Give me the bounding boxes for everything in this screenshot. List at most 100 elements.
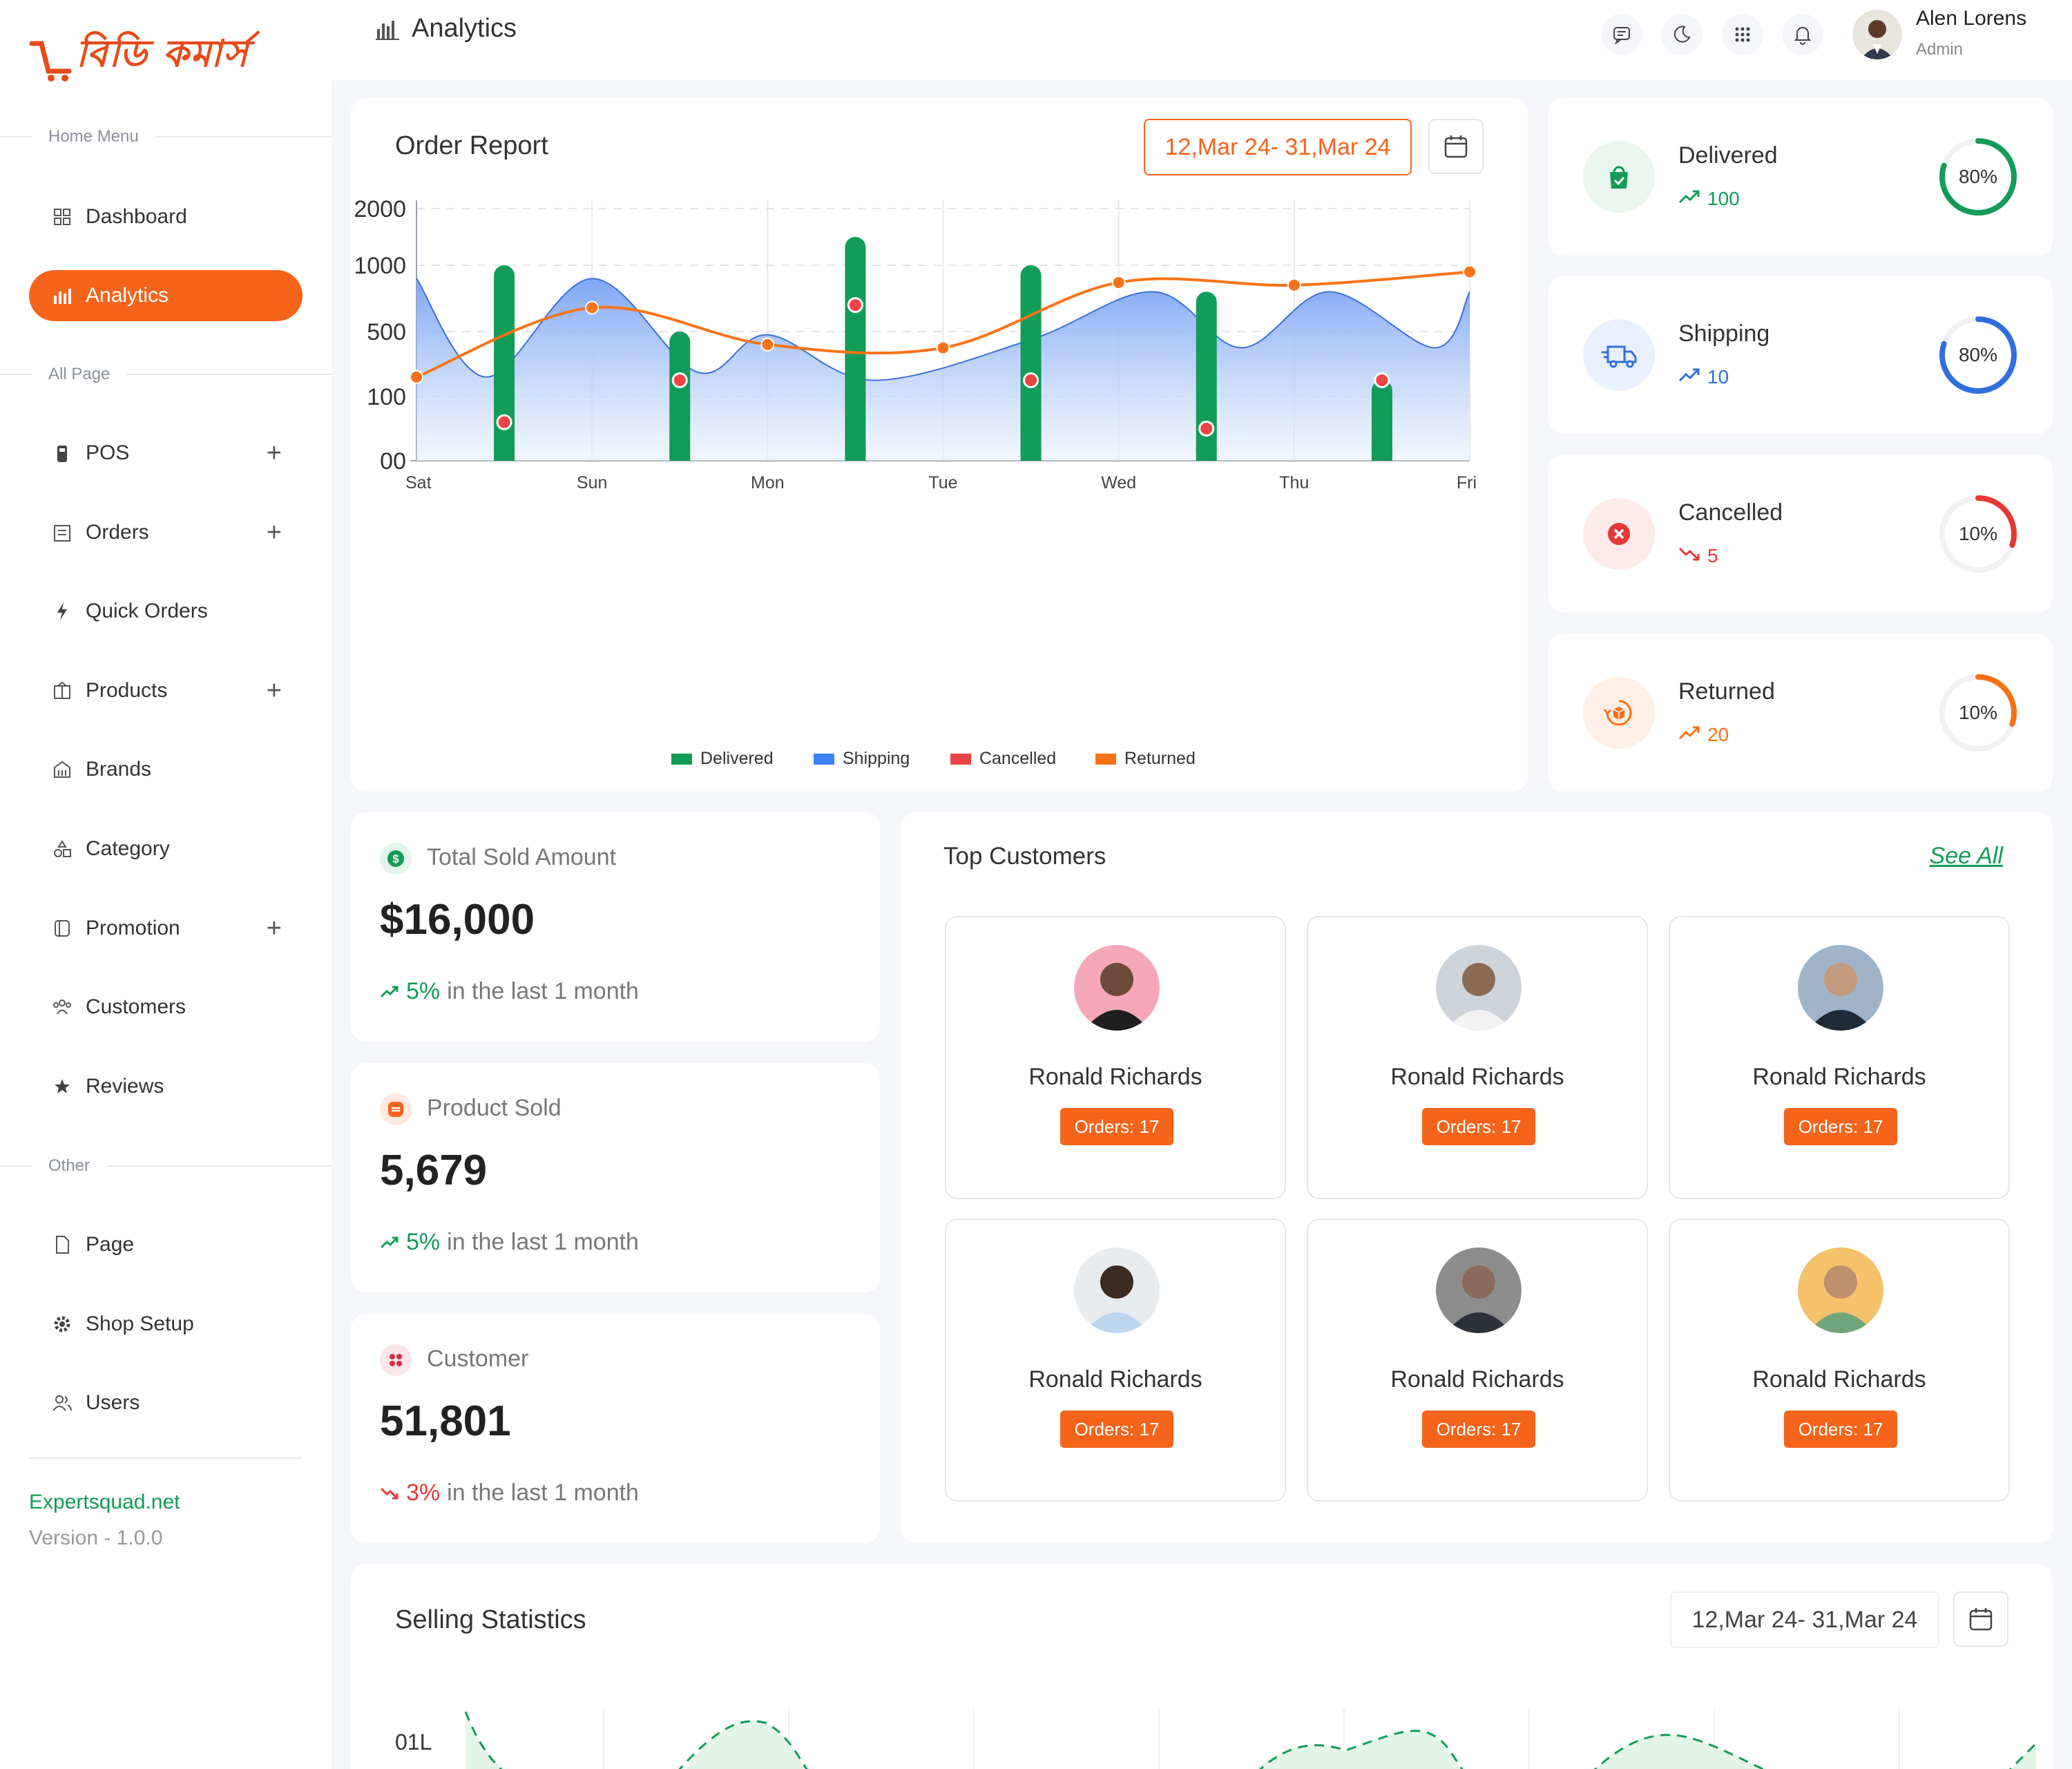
- selling-date-range-button[interactable]: 12,Mar 24- 31,Mar 24: [1670, 1591, 1939, 1648]
- kpi-product-sold: Product Sold 5,679 5% in the last 1 mont…: [351, 1063, 880, 1292]
- footer-site-link[interactable]: Expertsquad.net: [29, 1491, 180, 1513]
- customer-card[interactable]: Ronald Richards Orders: 17: [1669, 916, 2010, 1199]
- see-all-link[interactable]: See All: [1929, 843, 2003, 869]
- x-tick-label: Thu: [1279, 473, 1309, 493]
- legend-label: Delivered: [700, 749, 774, 768]
- delivered-bar: [1196, 291, 1217, 461]
- selling-y-tick: 01L: [395, 1730, 432, 1754]
- customer-card[interactable]: Ronald Richards Orders: 17: [945, 916, 1286, 1199]
- trend-up-icon: [380, 1236, 399, 1248]
- sidebar-item-customers[interactable]: Customers: [29, 982, 303, 1033]
- stat-name: Returned: [1678, 678, 1775, 705]
- expand-icon[interactable]: +: [266, 517, 282, 547]
- cancelled-point: [671, 372, 688, 388]
- customer-card[interactable]: Ronald Richards Orders: 17: [1669, 1218, 2010, 1502]
- user-name: Alen Lorens: [1916, 7, 2027, 30]
- sidebar-item-label: Reviews: [86, 1075, 164, 1098]
- avatar[interactable]: [1852, 10, 1902, 59]
- date-range-button[interactable]: 12,Mar 24- 31,Mar 24: [1144, 119, 1412, 175]
- expand-icon[interactable]: +: [266, 676, 282, 705]
- kpi-trend: 5% in the last 1 month: [380, 978, 639, 1005]
- x-tick-label: Sat: [405, 473, 432, 493]
- x-tick-label: Fri: [1457, 473, 1477, 493]
- sidebar-item-label: Products: [86, 679, 168, 702]
- customer-name: Ronald Richards: [1752, 1366, 1926, 1393]
- stat-percent: 80%: [1958, 344, 1998, 365]
- sidebar-item-users[interactable]: Users: [29, 1377, 303, 1428]
- sidebar-item-label: Brands: [86, 758, 152, 781]
- message-icon[interactable]: [1601, 14, 1642, 55]
- divider: [29, 1457, 303, 1459]
- y-tick-label: 100: [367, 384, 406, 410]
- selling-calendar-button[interactable]: [1953, 1591, 2008, 1647]
- x-tick-label: Tue: [928, 473, 957, 493]
- sidebar-item-orders[interactable]: Orders +: [29, 507, 303, 558]
- page-icon: [50, 1232, 75, 1257]
- kpi-label: Product Sold: [427, 1095, 562, 1121]
- analytics-icon: [376, 20, 399, 40]
- gear-icon: [50, 1312, 75, 1337]
- sidebar-item-reviews[interactable]: Reviews: [29, 1061, 303, 1112]
- kpi-customer: Customer 51,801 3% in the last 1 month: [351, 1314, 880, 1543]
- orders-icon: [50, 520, 75, 545]
- cart-logo-icon: [29, 41, 72, 82]
- bell-icon[interactable]: [1782, 14, 1823, 55]
- expand-icon[interactable]: +: [266, 913, 282, 943]
- sidebar-item-label: Category: [86, 837, 170, 860]
- section-label: All Page: [48, 365, 111, 383]
- trend-down-icon: [1678, 545, 1700, 567]
- customer-card[interactable]: Ronald Richards Orders: 17: [1307, 1218, 1648, 1502]
- legend-shipping: Shipping: [814, 749, 910, 769]
- kpi-change: 3%: [406, 1480, 441, 1506]
- sidebar-item-brands[interactable]: Brands: [29, 744, 303, 795]
- expand-icon[interactable]: +: [266, 438, 282, 468]
- selling-statistics-title: Selling Statistics: [395, 1605, 586, 1634]
- customer-avatar: [1436, 1247, 1522, 1333]
- close-circle-icon: [1583, 498, 1655, 570]
- legend-label: Returned: [1124, 749, 1196, 768]
- trend-up-icon: [380, 986, 399, 997]
- order-report-title: Order Report: [395, 131, 548, 160]
- calendar-button[interactable]: [1428, 119, 1484, 174]
- logo-text: বিডি কমার্স: [76, 31, 249, 75]
- sidebar-item-pos[interactable]: POS +: [29, 428, 303, 479]
- x-tick-label: Sun: [577, 473, 607, 493]
- customer-avatar: [1798, 1247, 1883, 1333]
- stat-count-value: 100: [1707, 188, 1740, 209]
- sidebar-item-category[interactable]: Category: [29, 823, 303, 874]
- progress-ring: [1939, 495, 2017, 573]
- delivered-bar: [494, 265, 515, 461]
- stat-card-cancelled: Cancelled 5 10%: [1548, 455, 2053, 613]
- cancelled-point: [847, 297, 863, 314]
- customer-card[interactable]: Ronald Richards Orders: 17: [1307, 916, 1648, 1199]
- order-report-card: Order Report 12,Mar 24- 31,Mar 24 2000 10…: [351, 98, 1528, 792]
- sidebar-item-shop-setup[interactable]: Shop Setup: [29, 1299, 303, 1350]
- apps-grid-icon[interactable]: [1722, 14, 1763, 55]
- customer-name: Ronald Richards: [1390, 1064, 1564, 1090]
- sidebar-item-products[interactable]: Products +: [29, 665, 303, 716]
- legend-delivered: Delivered: [671, 749, 774, 769]
- customer-orders-badge: Orders: 17: [1422, 1108, 1535, 1145]
- sidebar-item-promotion[interactable]: Promotion +: [29, 903, 303, 954]
- kpi-suffix: in the last 1 month: [447, 1480, 639, 1506]
- trend-down-icon: [380, 1487, 399, 1499]
- pos-icon: [50, 441, 75, 466]
- selling-statistics-card: Selling Statistics 12,Mar 24- 31,Mar 24 …: [351, 1564, 2053, 1769]
- customer-name: Ronald Richards: [1390, 1366, 1564, 1393]
- legend-returned: Returned: [1095, 749, 1196, 769]
- sidebar-item-page[interactable]: Page: [29, 1219, 303, 1270]
- x-tick-label: Mon: [751, 473, 785, 493]
- lightning-icon: [50, 599, 75, 624]
- top-customers-title: Top Customers: [943, 843, 1106, 870]
- brand-logo[interactable]: বিডি কমার্স: [28, 25, 249, 87]
- customer-card[interactable]: Ronald Richards Orders: 17: [945, 1218, 1286, 1502]
- kpi-label: Total Sold Amount: [427, 844, 617, 870]
- legend-label: Cancelled: [979, 749, 1057, 768]
- moon-icon[interactable]: [1661, 14, 1702, 55]
- customer-orders-badge: Orders: 17: [1060, 1108, 1173, 1145]
- sidebar-item-analytics[interactable]: Analytics: [29, 270, 303, 321]
- sidebar-item-dashboard[interactable]: Dashboard: [29, 191, 303, 242]
- stat-count: 10: [1678, 366, 1729, 388]
- sidebar-item-quick-orders[interactable]: Quick Orders: [29, 586, 303, 637]
